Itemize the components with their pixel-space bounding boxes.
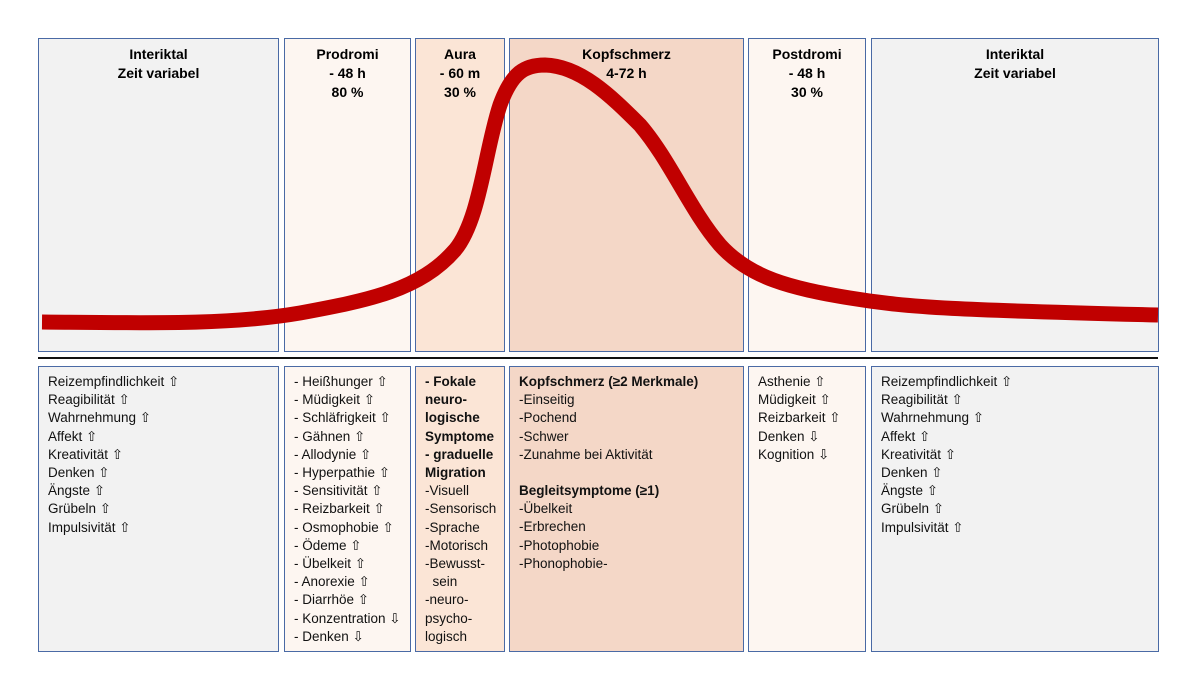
symptom-item: psycho- (425, 610, 473, 626)
symptom-item: -Erbrechen (519, 519, 586, 535)
symptom-item: Kreativität ⇧ (48, 446, 124, 462)
phase-subtitle: - 60 m (439, 65, 481, 81)
symptom-item: Wahrnehmung ⇧ (881, 410, 985, 426)
symptom-item: -Pochend (519, 410, 577, 426)
symptom-item: Affekt ⇧ (48, 428, 98, 444)
phase-symptoms-postdromi: Asthenie ⇧ Müdigkeit ⇧ Reizbarkeit ⇧ Denken… (748, 366, 866, 652)
symptom-heading: Migration (425, 465, 486, 481)
symptom-item: -neuro- (425, 592, 469, 608)
phase-subtitle: Zeit variabel (117, 65, 200, 81)
spacer (519, 464, 743, 482)
symptom-item: -Photophobie (519, 537, 600, 553)
symptom-item: - Gähnen ⇧ (294, 428, 366, 444)
symptom-heading: - graduelle (425, 446, 494, 462)
symptom-item: -Motorisch (425, 537, 489, 553)
symptom-item: Reizempfindlichkeit ⇧ (881, 374, 1013, 389)
symptom-item: -Visuell (425, 483, 470, 499)
symptom-item: -Zunahme bei Aktivität (519, 446, 653, 462)
symptom-heading: logische (425, 410, 480, 426)
symptom-item: - Reizbarkeit ⇧ (294, 501, 385, 517)
symptom-item: Denken ⇧ (881, 465, 943, 481)
phase-symptoms-interictal-1: Reizempfindlichkeit ⇧ Reagibilität ⇧ Wahrn… (38, 366, 279, 652)
phase-subtitle: 30 % (791, 84, 823, 100)
symptom-item: Ängste ⇧ (48, 483, 106, 499)
phase-title: Interiktal (985, 46, 1045, 62)
symptom-item: -Sensorisch (425, 501, 497, 517)
symptom-item: Kognition ⇩ (758, 446, 830, 462)
symptom-heading: Kopfschmerz (≥2 Merkmale) (519, 374, 699, 389)
symptom-heading: Begleitsymptome (≥1) (519, 483, 660, 499)
symptom-item: Denken ⇩ (758, 428, 820, 444)
symptom-item: Reagibilität ⇧ (48, 392, 130, 408)
symptom-item: logisch (425, 628, 468, 644)
symptom-item: Impulsivität ⇧ (881, 519, 964, 535)
symptom-item: Reizbarkeit ⇧ (758, 410, 841, 426)
symptom-item: - Denken ⇩ (294, 628, 364, 644)
symptom-item: Grübeln ⇧ (48, 501, 112, 517)
symptom-item: - Diarrhöe ⇧ (294, 592, 370, 608)
symptom-item: -Bewusst- (425, 556, 486, 572)
divider (38, 357, 1158, 359)
symptom-item: Wahrnehmung ⇧ (48, 410, 152, 426)
symptom-heading: neuro- (425, 392, 467, 408)
symptom-heading: - Fokale (425, 374, 477, 389)
phase-title: Aura (444, 46, 476, 62)
symptom-item: Grübeln ⇧ (881, 501, 945, 517)
phase-header-prodromi: Prodromi - 48 h 80 % (284, 38, 411, 352)
symptom-item: Kreativität ⇧ (881, 446, 957, 462)
phase-header-kopfschmerz: Kopfschmerz 4-72 h (509, 38, 744, 352)
symptom-item: Affekt ⇧ (881, 428, 931, 444)
symptom-item: Impulsivität ⇧ (48, 519, 131, 535)
symptom-item: - Osmophobie ⇧ (294, 519, 394, 535)
symptom-item: Reizempfindlichkeit ⇧ (48, 374, 180, 389)
phase-subtitle: - 48 h (788, 65, 826, 81)
symptom-item: -Schwer (519, 428, 569, 444)
symptom-item: -Einseitig (519, 392, 575, 408)
phase-symptoms-aura: - Fokale neuro-logische Symptome - graduell… (415, 366, 505, 652)
symptom-item: -Phonophobie- (519, 555, 608, 571)
phase-title: Interiktal (129, 46, 188, 62)
phase-title: Postdromi (772, 46, 842, 62)
symptom-item: Denken ⇧ (48, 465, 110, 481)
phase-title: Prodromi (316, 46, 379, 62)
phase-subtitle: 80 % (331, 84, 364, 100)
phase-symptoms-kopfschmerz: Kopfschmerz (≥2 Merkmale) -Einseitig -Poch… (509, 366, 744, 652)
phase-header-interictal-2: Interiktal Zeit variabel (871, 38, 1159, 352)
symptom-item: Asthenie ⇧ (758, 374, 826, 389)
phase-symptoms-prodromi: - Heißhunger ⇧ - Müdigkeit ⇧ - Schläfrigke… (284, 366, 411, 652)
symptom-item: -Sprache (425, 519, 480, 535)
phase-title: Kopfschmerz (582, 46, 671, 62)
symptom-item: - Ödeme ⇧ (294, 537, 362, 553)
phase-subtitle: Zeit variabel (974, 65, 1056, 81)
phase-subtitle: 30 % (444, 84, 476, 100)
phase-subtitle: - 48 h (329, 65, 366, 81)
phase-symptoms-interictal-2: Reizempfindlichkeit ⇧ Reagibilität ⇧ Wahrn… (871, 366, 1159, 652)
symptom-item: sein (425, 574, 458, 590)
symptom-item: - Anorexie ⇧ (294, 574, 370, 590)
symptom-heading: Symptome (425, 428, 495, 444)
symptom-item: - Hyperpathie ⇧ (294, 465, 391, 481)
symptom-item: Ängste ⇧ (881, 483, 939, 499)
symptom-item: - Konzentration ⇩ (294, 610, 401, 626)
symptom-item: Reagibilität ⇧ (881, 392, 963, 408)
phase-header-postdromi: Postdromi - 48 h 30 % (748, 38, 866, 352)
symptom-item: Müdigkeit ⇧ (758, 392, 831, 408)
symptom-item: - Allodynie ⇧ (294, 446, 372, 462)
symptom-item: - Schläfrigkeit ⇧ (294, 410, 391, 426)
symptom-item: - Sensitivität ⇧ (294, 483, 383, 499)
symptom-item: - Heißhunger ⇧ (294, 374, 388, 389)
symptom-item: - Müdigkeit ⇧ (294, 392, 376, 408)
phase-header-aura: Aura - 60 m 30 % (415, 38, 505, 352)
symptom-item: - Übelkeit ⇧ (294, 556, 367, 572)
symptom-item: -Übelkeit (519, 501, 573, 517)
phase-header-interictal-1: Interiktal Zeit variabel (38, 38, 279, 352)
phase-subtitle: 4-72 h (606, 65, 647, 81)
